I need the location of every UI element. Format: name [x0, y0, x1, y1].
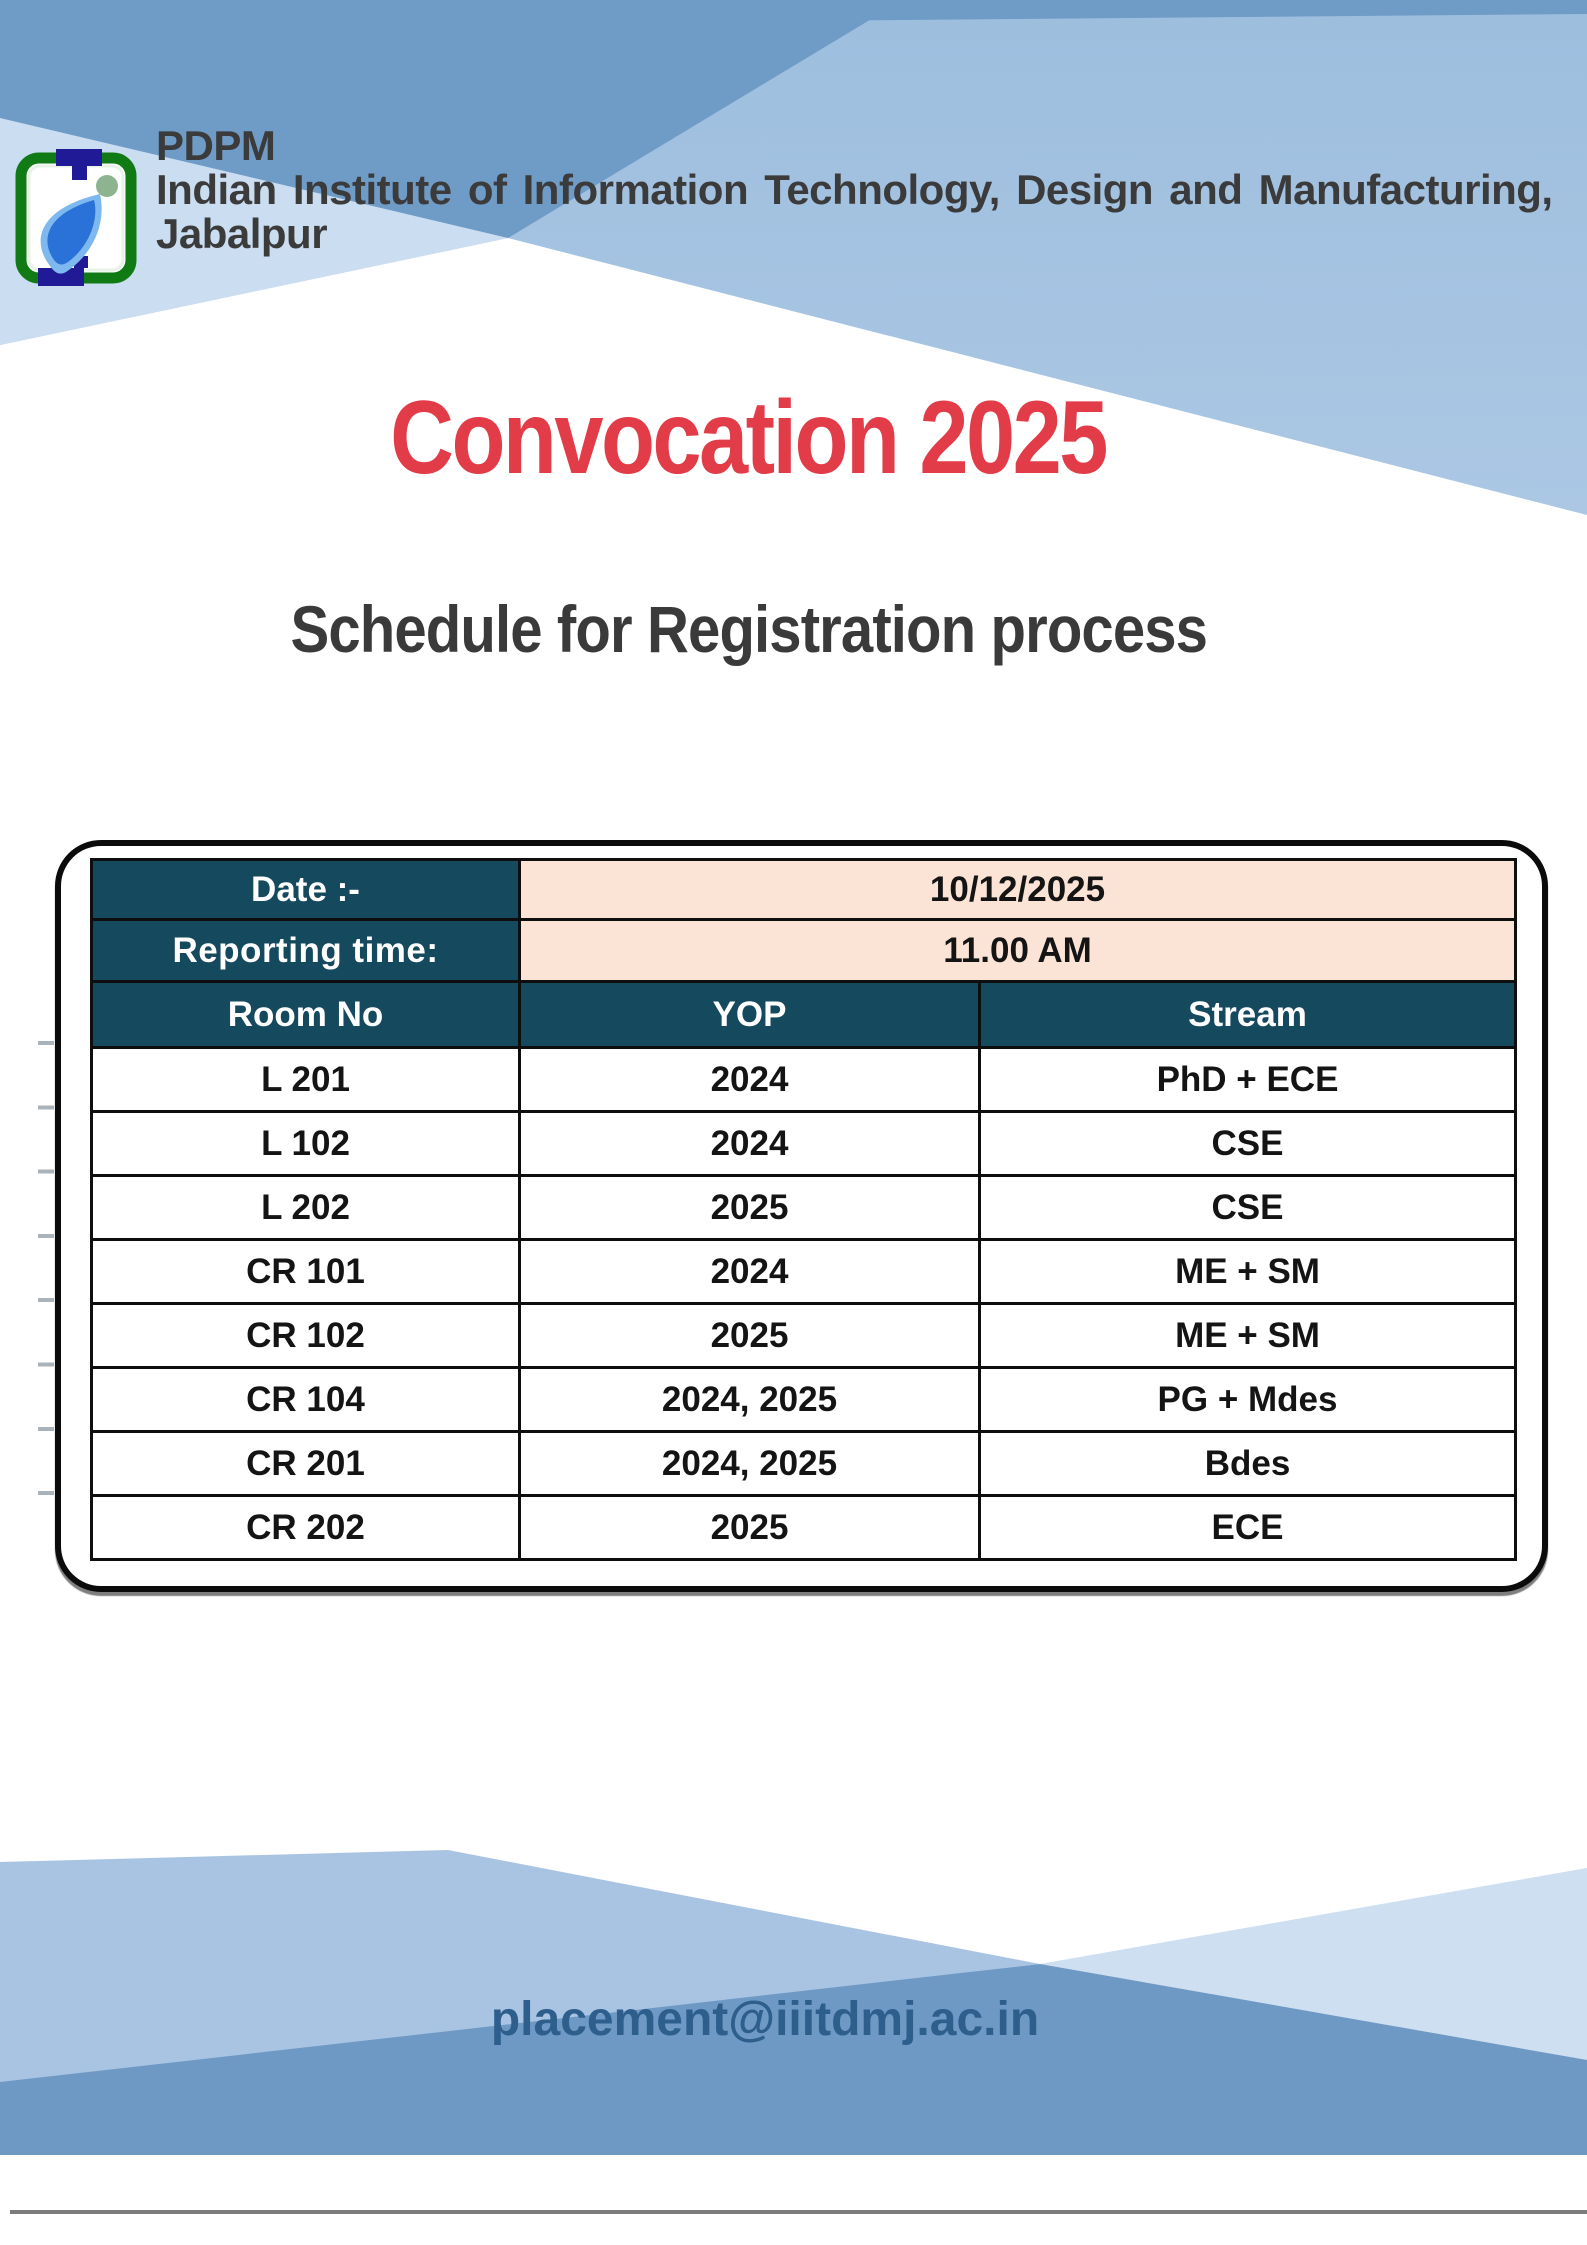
yop-cell: 2024, 2025 — [518, 1430, 981, 1497]
room-cell: CR 104 — [90, 1366, 521, 1433]
table-row: CR 202 2025 ECE — [90, 1494, 1518, 1561]
yop-cell: 2024 — [518, 1238, 981, 1305]
date-row: Date :- 10/12/2025 — [90, 858, 1518, 921]
schedule-card: Date :- 10/12/2025 Reporting time: 11.00… — [55, 840, 1548, 1592]
table-row: L 102 2024 CSE — [90, 1110, 1518, 1177]
yop-cell: 2024 — [518, 1110, 981, 1177]
stream-cell: CSE — [977, 1174, 1518, 1241]
yop-cell: 2025 — [518, 1494, 981, 1561]
date-value: 10/12/2025 — [517, 858, 1518, 921]
contact-email: placement@iiitdmj.ac.in — [490, 1993, 1040, 2046]
schedule-table: Date :- 10/12/2025 Reporting time: 11.00… — [90, 858, 1518, 1561]
yop-cell: 2025 — [518, 1174, 981, 1241]
table-row: CR 101 2024 ME + SM — [90, 1238, 1518, 1305]
institute-logo-icon — [15, 149, 137, 286]
institute-city: Jabalpur — [156, 210, 328, 257]
room-cell: L 202 — [90, 1174, 521, 1241]
room-cell: CR 102 — [90, 1302, 521, 1369]
room-cell: CR 202 — [90, 1494, 521, 1561]
institute-name-block: PDPM Indian Institute of Information Tec… — [156, 124, 1553, 256]
reporting-time-label: Reporting time: — [90, 918, 521, 983]
yop-cell: 2025 — [518, 1302, 981, 1369]
stream-cell: PG + Mdes — [977, 1366, 1518, 1433]
stream-cell: PhD + ECE — [977, 1046, 1518, 1113]
room-cell: CR 201 — [90, 1430, 521, 1497]
footer-divider-line — [10, 2210, 1587, 2214]
stream-cell: ECE — [977, 1494, 1518, 1561]
page-subtitle-wrap: Schedule for Registration process — [0, 592, 1587, 666]
row-gridline-ticks — [38, 1041, 54, 1499]
table-row: L 202 2025 CSE — [90, 1174, 1518, 1241]
col-header-stream: Stream — [977, 980, 1518, 1049]
yop-cell: 2024 — [518, 1046, 981, 1113]
table-row: CR 102 2025 ME + SM — [90, 1302, 1518, 1369]
table-row: L 201 2024 PhD + ECE — [90, 1046, 1518, 1113]
column-header-row: Room No YOP Stream — [90, 980, 1518, 1049]
col-header-yop: YOP — [518, 980, 981, 1049]
stream-cell: ME + SM — [977, 1302, 1518, 1369]
reporting-time-value: 11.00 AM — [517, 918, 1518, 983]
stream-cell: CSE — [977, 1110, 1518, 1177]
stream-cell: ME + SM — [977, 1238, 1518, 1305]
date-label: Date :- — [90, 858, 521, 921]
institute-name-line: Indian Institute of Information Technolo… — [156, 166, 1553, 213]
room-cell: L 201 — [90, 1046, 521, 1113]
yop-cell: 2024, 2025 — [518, 1366, 981, 1433]
page-title: Convocation 2025 — [390, 380, 1109, 496]
page-subtitle: Schedule for Registration process — [290, 592, 1207, 666]
stream-cell: Bdes — [977, 1430, 1518, 1497]
table-row: CR 201 2024, 2025 Bdes — [90, 1430, 1518, 1497]
page-title-wrap: Convocation 2025 — [0, 380, 1587, 496]
col-header-room: Room No — [90, 980, 521, 1049]
room-cell: L 102 — [90, 1110, 521, 1177]
table-row: CR 104 2024, 2025 PG + Mdes — [90, 1366, 1518, 1433]
room-cell: CR 101 — [90, 1238, 521, 1305]
reporting-time-row: Reporting time: 11.00 AM — [90, 918, 1518, 983]
institute-acronym: PDPM — [156, 122, 276, 169]
